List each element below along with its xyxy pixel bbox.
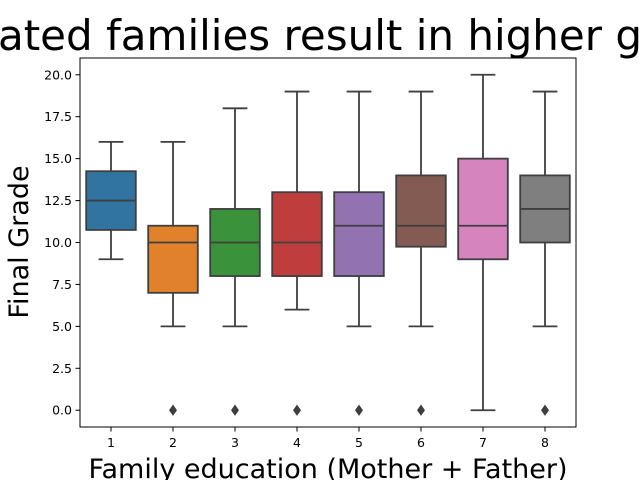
box-7 <box>457 157 509 261</box>
box-4 <box>271 191 323 277</box>
outlier-point <box>417 404 425 416</box>
x-tick-label: 7 <box>479 435 487 450</box>
y-tick-label: 17.5 <box>44 109 72 124</box>
chart-title: ated families result in higher g <box>0 11 640 60</box>
y-tick-label: 7.5 <box>52 277 72 292</box>
outlier-point <box>169 404 177 416</box>
outlier-point <box>355 404 363 416</box>
y-tick-label: 12.5 <box>44 193 72 208</box>
y-tick-label: 5.0 <box>52 319 72 334</box>
box-6 <box>395 174 447 248</box>
box-2 <box>147 224 199 294</box>
x-tick-label: 2 <box>169 435 177 450</box>
y-axis-label: Final Grade <box>4 165 35 318</box>
x-tick-label: 5 <box>355 435 363 450</box>
x-axis-label: Family education (Mother + Father) <box>88 454 567 480</box>
outlier-point <box>231 404 239 416</box>
x-tick-label: 1 <box>107 435 115 450</box>
y-tick-label: 15.0 <box>44 151 72 166</box>
outlier-point <box>293 404 301 416</box>
x-tick-label: 3 <box>231 435 239 450</box>
y-tick-label: 10.0 <box>44 235 72 250</box>
x-tick-label: 6 <box>417 435 425 450</box>
x-tick-label: 4 <box>293 435 301 450</box>
plot-area: 0.0 2.5 5.0 7.5 10.0 12.5 15.0 17.5 20.0 1 2 3 4 5 6 7 8 <box>44 57 577 450</box>
y-tick-label: 0.0 <box>52 403 72 418</box>
x-tick-label: 8 <box>541 435 549 450</box>
outlier-point <box>541 404 549 416</box>
box-5 <box>333 191 385 277</box>
y-tick-label: 20.0 <box>44 67 72 82</box>
y-tick-label: 2.5 <box>52 361 72 376</box>
